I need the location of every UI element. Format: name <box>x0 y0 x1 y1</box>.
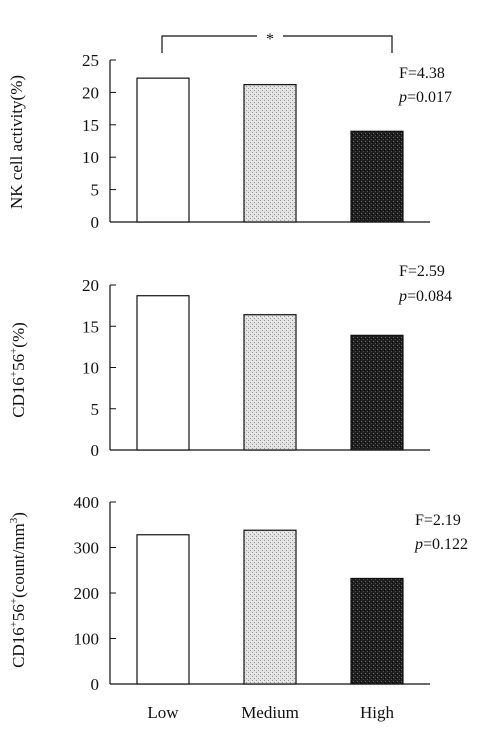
ylab-mid: 56 <box>9 354 28 371</box>
y-tick-label: 0 <box>91 213 100 232</box>
nk-p-letter: p <box>398 89 407 106</box>
cd16cnt-p-number: =0.122 <box>423 536 468 553</box>
nk-y-axis-label: NK cell activity(%) <box>7 75 26 209</box>
cd16cnt-bars <box>136 529 404 685</box>
cd16cnt-y-axis-label: CD16+56+(count/mm3) <box>8 512 28 668</box>
cd16pct-p-number: =0.084 <box>407 288 452 305</box>
y-tick-label: 100 <box>74 630 100 649</box>
ylab-main: CD16 <box>9 377 28 418</box>
cd16cnt-f-stat: F=2.19 <box>415 512 461 529</box>
bar-high <box>350 577 404 685</box>
y-tick-label: 5 <box>91 400 100 419</box>
bar-high <box>350 334 404 451</box>
cd16pct-p-letter: p <box>398 288 407 305</box>
cd16pct-p-value: p=0.084 <box>398 288 452 305</box>
ylab-tail: (count/mm <box>9 523 28 598</box>
bar-medium <box>243 84 297 223</box>
nk-bars <box>136 77 404 223</box>
ylab-sup: + <box>8 371 20 377</box>
nk-p-value: p=0.017 <box>398 89 452 106</box>
y-tick-label: 10 <box>82 359 99 378</box>
y-tick-label: 20 <box>82 83 99 102</box>
ylab-tail: (%) <box>9 322 28 347</box>
cd16pct-f-stat: F=2.59 <box>399 263 445 280</box>
ylab-main: CD16 <box>9 627 28 668</box>
y-tick-label: 200 <box>74 584 100 603</box>
bar-medium <box>243 529 297 685</box>
bar-high <box>350 130 404 223</box>
y-tick-label: 10 <box>82 148 99 167</box>
y-tick-label: 15 <box>82 116 99 135</box>
ylab-sup: 3 <box>8 517 20 523</box>
y-tick-label: 300 <box>74 539 100 558</box>
ylab-sup: + <box>8 621 20 627</box>
y-tick-label: 0 <box>91 675 100 694</box>
cd16pct-y-axis-label: CD16+56+(%) <box>8 322 28 418</box>
ylab-sup: + <box>8 348 20 354</box>
y-tick-label: 5 <box>91 181 100 200</box>
bar-low <box>136 77 190 223</box>
ylab-close: ) <box>9 512 28 518</box>
nk-significance-bracket: * <box>161 30 393 53</box>
y-tick-label: 400 <box>74 493 100 512</box>
x-category-labels: Low Medium High <box>147 703 394 722</box>
bar-low <box>136 295 190 451</box>
category-label-high: High <box>360 703 395 722</box>
cd16cnt-p-value: p=0.122 <box>414 536 468 553</box>
category-label-medium: Medium <box>241 703 299 722</box>
category-label-low: Low <box>147 703 179 722</box>
bracket-gap <box>257 30 283 42</box>
y-tick-label: 0 <box>91 441 100 460</box>
ylab-mid: 56 <box>9 604 28 621</box>
nk-p-number: =0.017 <box>407 89 452 106</box>
y-tick-label: 20 <box>82 276 99 295</box>
significance-star: * <box>266 31 274 48</box>
cd16pct-axis: 0 5 10 15 20 <box>82 276 430 460</box>
y-tick-label: 25 <box>82 51 99 70</box>
cd16pct-bars <box>136 295 404 451</box>
cd16cnt-p-letter: p <box>414 536 423 553</box>
bar-medium <box>243 314 297 451</box>
bar-low <box>136 534 190 685</box>
y-tick-label: 15 <box>82 317 99 336</box>
nk-f-stat: F=4.38 <box>399 65 445 82</box>
ylab-sup: + <box>8 598 20 604</box>
